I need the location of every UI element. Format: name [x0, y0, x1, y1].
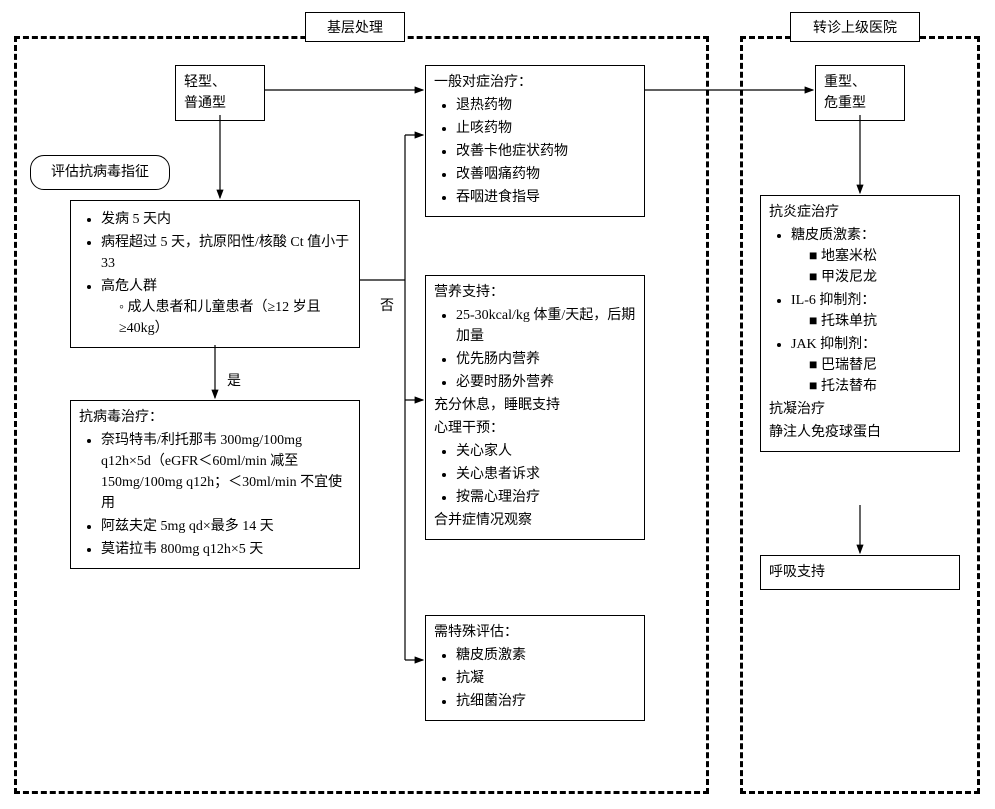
- node-evaluate-text: 评估抗病毒指征: [51, 165, 149, 180]
- ai-b1s1: 地塞米松: [809, 246, 951, 267]
- special-b1: 糖皮质激素: [456, 645, 636, 666]
- ai-t2: 抗凝治疗: [769, 399, 951, 420]
- symptomatic-title: 一般对症治疗：: [434, 72, 636, 93]
- ai-b3: JAK 抑制剂： 巴瑞替尼 托法替布: [791, 334, 951, 397]
- ai-b3-text: JAK 抑制剂：: [791, 337, 876, 352]
- antiviral-b3: 莫诺拉韦 800mg q12h×5 天: [101, 539, 351, 560]
- edge-yes-text: 是: [227, 374, 241, 389]
- resp-text: 呼吸支持: [769, 565, 825, 580]
- special-title: 需特殊评估：: [434, 622, 636, 643]
- ai-b3s1: 巴瑞替尼: [809, 355, 951, 376]
- symptomatic-b3: 改善卡他症状药物: [456, 141, 636, 162]
- node-special-assessment: 需特殊评估： 糖皮质激素 抗凝 抗细菌治疗: [425, 615, 645, 721]
- ai-b2-text: IL-6 抑制剂：: [791, 293, 875, 308]
- edge-label-no: 否: [378, 295, 396, 315]
- node-respiratory-support: 呼吸支持: [760, 555, 960, 590]
- node-support: 营养支持： 25-30kcal/kg 体重/天起，后期加量 优先肠内营养 必要时…: [425, 275, 645, 540]
- edge-no-text: 否: [380, 299, 394, 314]
- support-t1b3: 必要时肠外营养: [456, 372, 636, 393]
- ai-b2s1: 托珠单抗: [809, 311, 951, 332]
- symptomatic-b5: 吞咽进食指导: [456, 187, 636, 208]
- ai-t3: 静注人免疫球蛋白: [769, 422, 951, 443]
- support-t3b1: 关心家人: [456, 441, 636, 462]
- region-primary-title-text: 基层处理: [327, 21, 383, 36]
- severe-line1: 重型、: [824, 72, 896, 93]
- node-mild-line1: 轻型、: [184, 72, 256, 93]
- edge-label-yes: 是: [225, 370, 243, 390]
- ai-b3s2: 托法替布: [809, 376, 951, 397]
- support-t3b2: 关心患者诉求: [456, 464, 636, 485]
- symptomatic-b4: 改善咽痛药物: [456, 164, 636, 185]
- criteria-b3-text: 高危人群: [101, 279, 157, 294]
- node-evaluate-antiviral: 评估抗病毒指征: [30, 155, 170, 190]
- ai-b2: IL-6 抑制剂： 托珠单抗: [791, 290, 951, 332]
- node-symptomatic-treatment: 一般对症治疗： 退热药物 止咳药物 改善卡他症状药物 改善咽痛药物 吞咽进食指导: [425, 65, 645, 217]
- special-b2: 抗凝: [456, 668, 636, 689]
- symptomatic-b2: 止咳药物: [456, 118, 636, 139]
- support-t3b3: 按需心理治疗: [456, 487, 636, 508]
- flowchart-canvas: 基层处理 转诊上级医院 轻型、 普通型 评估抗病毒指征 发病 5 天内 病程超过…: [0, 0, 995, 809]
- antiviral-title: 抗病毒治疗：: [79, 407, 351, 428]
- criteria-b3: 高危人群 成人患者和儿童患者（≥12 岁且≥40kg）: [101, 276, 351, 339]
- region-referral-title-text: 转诊上级医院: [813, 21, 897, 36]
- region-referral-title: 转诊上级医院: [790, 12, 920, 42]
- support-t1b2: 优先肠内营养: [456, 349, 636, 370]
- antiviral-b1: 奈玛特韦/利托那韦 300mg/100mg q12h×5d（eGFR＜60ml/…: [101, 430, 351, 514]
- region-primary-title: 基层处理: [305, 12, 405, 42]
- special-b3: 抗细菌治疗: [456, 691, 636, 712]
- severe-line2: 危重型: [824, 93, 896, 114]
- ai-b1-text: 糖皮质激素：: [791, 228, 875, 243]
- support-t1b1: 25-30kcal/kg 体重/天起，后期加量: [456, 305, 636, 347]
- node-antiinflammatory: 抗炎症治疗 糖皮质激素： 地塞米松 甲泼尼龙 IL-6 抑制剂： 托珠单抗 JA…: [760, 195, 960, 452]
- support-t3: 心理干预：: [434, 418, 636, 439]
- node-mild-line2: 普通型: [184, 93, 256, 114]
- ai-b1: 糖皮质激素： 地塞米松 甲泼尼龙: [791, 225, 951, 288]
- node-antiviral-treatment: 抗病毒治疗： 奈玛特韦/利托那韦 300mg/100mg q12h×5d（eGF…: [70, 400, 360, 569]
- ai-b1s2: 甲泼尼龙: [809, 267, 951, 288]
- antiviral-b2: 阿兹夫定 5mg qd×最多 14 天: [101, 516, 351, 537]
- node-severe-type: 重型、 危重型: [815, 65, 905, 121]
- node-criteria: 发病 5 天内 病程超过 5 天，抗原阳性/核酸 Ct 值小于 33 高危人群 …: [70, 200, 360, 348]
- support-t2: 充分休息，睡眠支持: [434, 395, 636, 416]
- criteria-b1: 发病 5 天内: [101, 209, 351, 230]
- ai-t1: 抗炎症治疗: [769, 202, 951, 223]
- support-t4: 合并症情况观察: [434, 510, 636, 531]
- criteria-b2: 病程超过 5 天，抗原阳性/核酸 Ct 值小于 33: [101, 232, 351, 274]
- symptomatic-b1: 退热药物: [456, 95, 636, 116]
- support-t1: 营养支持：: [434, 282, 636, 303]
- node-mild-type: 轻型、 普通型: [175, 65, 265, 121]
- criteria-b3a: 成人患者和儿童患者（≥12 岁且≥40kg）: [119, 297, 351, 339]
